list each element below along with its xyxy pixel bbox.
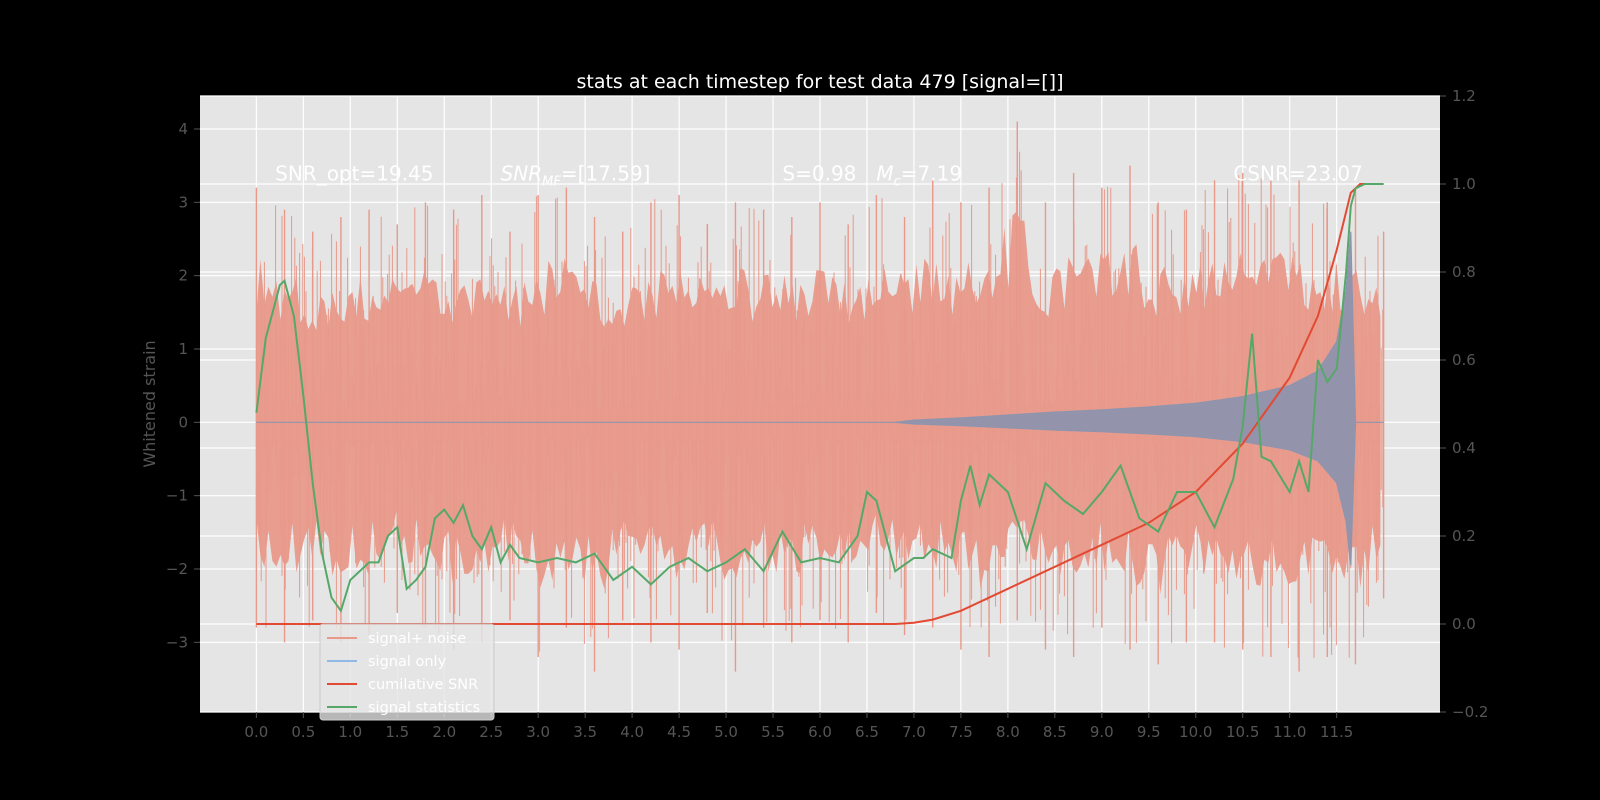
legend-box <box>319 623 495 721</box>
x-tick-label-20: 10.0 <box>1179 723 1212 741</box>
y2-tick-label-7: 1.2 <box>1452 87 1476 105</box>
x-axis: 0.0 0.5 1.0 1.5 2.0 2.5 3.0 3.5 4.0 4.5 5.0 5.5 6.0 6… <box>244 712 1353 741</box>
series-signal-only <box>256 231 1384 566</box>
y-tick-label-3: 0 <box>178 413 188 431</box>
y2-tick-label-4: 0.6 <box>1452 351 1476 369</box>
x-tick-label-16: 8.0 <box>996 723 1020 741</box>
y2-tick-label-2: 0.2 <box>1452 527 1476 545</box>
y-tick-label-0: −3 <box>166 633 188 651</box>
y-axis-left: −3 −2 −1 0 1 2 3 4 <box>166 120 200 651</box>
x-tick-label-17: 8.5 <box>1043 723 1067 741</box>
x-tick-label-6: 3.0 <box>526 723 550 741</box>
y2-tick-label-1: 0.0 <box>1452 615 1476 633</box>
y-tick-label-6: 3 <box>178 193 188 211</box>
x-tick-label-9: 4.5 <box>667 723 691 741</box>
y2-tick-label-3: 0.4 <box>1452 439 1476 457</box>
y-tick-label-5: 2 <box>178 267 188 285</box>
y-axis-right: −0.2 0.0 0.2 0.4 0.6 0.8 1.0 1.2 <box>1440 87 1488 721</box>
x-tick-label-0: 0.0 <box>244 723 268 741</box>
x-tick-label-15: 7.5 <box>949 723 973 741</box>
y2-tick-label-0: −0.2 <box>1452 703 1488 721</box>
x-tick-label-2: 1.0 <box>338 723 362 741</box>
legend-label-0: signal+ noise <box>368 631 466 647</box>
series-layer <box>255 121 1385 672</box>
y-tick-label-7: 4 <box>178 120 188 138</box>
x-tick-label-1: 0.5 <box>291 723 315 741</box>
legend-label-1: signal only <box>368 654 447 670</box>
x-tick-label-14: 7.0 <box>902 723 926 741</box>
x-tick-label-11: 5.5 <box>761 723 785 741</box>
x-tick-label-5: 2.5 <box>479 723 503 741</box>
y-axis-label: Whitened strain <box>140 340 159 467</box>
x-tick-label-7: 3.5 <box>573 723 597 741</box>
x-tick-label-3: 1.5 <box>385 723 409 741</box>
series-signal-statistics <box>255 183 1384 614</box>
legend-label-3: signal statistics <box>368 700 480 716</box>
x-tick-label-22: 11.0 <box>1273 723 1306 741</box>
x-tick-label-8: 4.0 <box>620 723 644 741</box>
x-tick-label-18: 9.0 <box>1090 723 1114 741</box>
annotation-0: SNR_opt=19.45 <box>275 161 433 185</box>
series-cumilative-snr <box>256 183 1384 625</box>
x-tick-label-10: 5.0 <box>714 723 738 741</box>
x-tick-label-12: 6.0 <box>808 723 832 741</box>
y-tick-label-2: −1 <box>166 487 188 505</box>
annotations: SNR_opt=19.45 SNRMF=[17.59] S=0.98 Mc=7.19 C… <box>275 161 1363 189</box>
annotation-2: S=0.98 <box>782 161 856 185</box>
legend-label-2: cumilative SNR <box>368 677 478 693</box>
legend: signal+ noise signal only cumilative SNR si… <box>319 623 495 721</box>
annotation-3: Mc=7.19 <box>876 161 962 189</box>
y-tick-label-4: 1 <box>178 340 188 358</box>
x-tick-label-4: 2.0 <box>432 723 456 741</box>
annotation-4: CSNR=23.07 <box>1233 161 1363 185</box>
y-tick-label-1: −2 <box>166 560 188 578</box>
x-tick-label-23: 11.5 <box>1320 723 1353 741</box>
annotation-1: SNRMF=[17.59] <box>501 161 651 189</box>
y2-tick-label-6: 1.0 <box>1452 175 1476 193</box>
x-tick-label-19: 9.5 <box>1137 723 1161 741</box>
x-tick-label-21: 10.5 <box>1226 723 1259 741</box>
y2-tick-label-5: 0.8 <box>1452 263 1476 281</box>
x-tick-label-13: 6.5 <box>855 723 879 741</box>
chart-title: stats at each timestep for test data 479… <box>576 71 1063 93</box>
